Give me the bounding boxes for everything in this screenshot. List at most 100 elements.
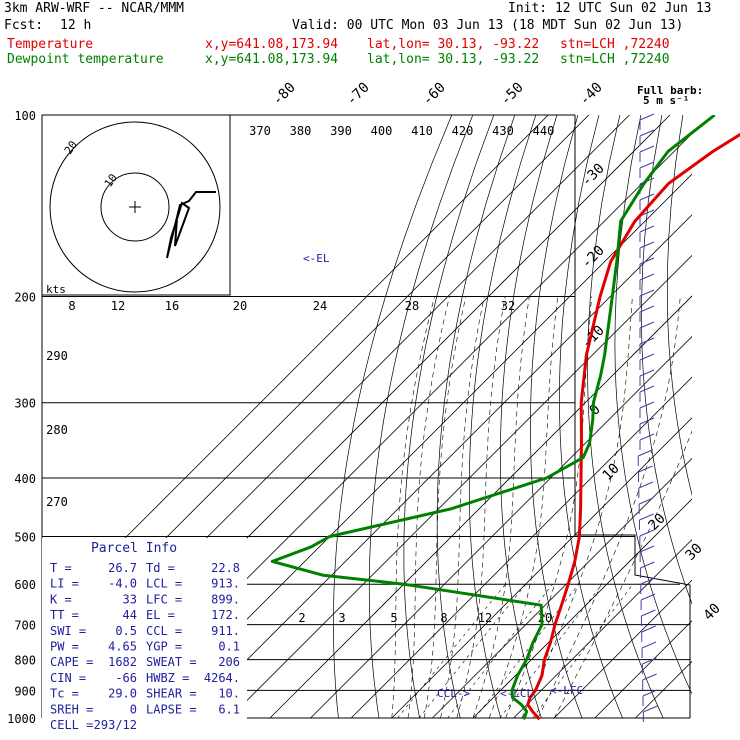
mixing-ratio-label: 2 [298,611,305,625]
wind-barb-flag [639,193,655,201]
wind-barb-flag [639,113,655,121]
wind-barb-flag [641,641,657,649]
wind-barb-flag [638,481,654,489]
profile-traces [270,115,740,721]
parcel-box-bg [42,538,247,728]
legend-temperature-station: stn=LCH ,72240 [560,37,670,52]
hodograph: 10 20 kts [46,121,221,296]
pressure-tick-label: 500 [14,530,36,544]
isotherm-label: -20 [579,243,608,272]
dewpoint-trace [270,115,716,720]
isotherm-label: 10 [600,461,623,484]
mixing-ratio-label: 12 [478,611,492,625]
wind-barb-flag [639,225,655,233]
lfc-marker: <-LFC [550,684,583,697]
parcel-label: CAPE = [50,655,93,669]
parcel-value: 911. [211,624,240,638]
wind-barb-flag [639,289,655,297]
parcel-label: SHEAR = [146,687,197,701]
wind-barb-flag [638,497,654,505]
right-frame-lower [575,534,691,718]
hodograph-ring-label: 20 [62,138,80,156]
isotherm-label: 30 [683,541,706,564]
dry-adiabat [692,115,740,718]
wind-barb-flag [638,449,653,457]
dry-adiabat [368,115,474,719]
isotherm-line [513,539,692,719]
isentrope-label: 280 [46,423,68,437]
wind-barb-flag [639,385,655,393]
lcl-marker: <-LCL [500,687,533,700]
pressure-tick-label: 600 [14,578,36,592]
mixing-ratio-line [397,584,506,719]
el-marker: <-EL [303,252,330,265]
hodograph-trace [166,191,216,259]
legend-dewpoint-xy: x,y=641.08,173.94 [205,52,339,67]
mixing-ratio-line [418,584,527,719]
wind-barb-flag [642,657,657,665]
isotherm-line [229,254,692,719]
parcel-label: Td = [146,561,175,575]
pressure-tick-label: 300 [14,397,36,411]
dry-adiabat [614,115,692,695]
pressure-tick-label: 400 [14,472,36,486]
parcel-label: K = [50,592,72,606]
temperature-trace [526,132,740,721]
barb-legend-title: Full barb: [637,84,703,97]
parcel-value: 293/12 [94,718,137,732]
isentrope-label: 370 [249,124,271,138]
moist-adiabat [488,296,559,719]
legend-dewpoint-latlon: lat,lon= 30.13, -93.22 [367,52,540,67]
isotherm-line [432,457,692,719]
isentrope-label: 270 [46,495,68,509]
parcel-value: 0 [130,702,137,716]
wind-barb-flag [640,561,655,569]
wind-barb-flag [639,273,655,281]
legend-dewpoint-station: stn=LCH ,72240 [560,52,670,67]
wind-barb-flag [639,353,655,361]
parcel-value: 22.8 [211,561,240,575]
init-time: Init: 12 UTC Sun 02 Jun 13 [508,1,712,16]
wind-barb-flag [638,465,653,473]
pressure-tick-label: 1000 [7,712,36,726]
parcel-label: HWBZ = [146,671,189,685]
hodograph-ring-inner [100,172,170,242]
dry-adiabat [717,115,740,718]
isotherm-line [350,376,692,719]
moist-adiabat [407,296,450,719]
isotherm-line [269,295,692,719]
parcel-label: YGP = [146,640,182,654]
dry-adiabat [530,115,583,719]
isotherm-line [147,173,692,719]
isotherm-label: -70 [344,80,373,109]
speed-label: 12 [111,299,125,313]
parcel-value: 206 [218,655,240,669]
wind-barb-flag [639,401,655,409]
mixing-ratio-label: 8 [440,611,447,625]
dry-adiabat [666,115,692,497]
isentrope-label: 400 [371,124,393,138]
wind-barb-flag [642,689,658,697]
ccl-marker: CCL-> [437,687,470,700]
wind-barb-flag [639,241,655,249]
isotherm-label: -30 [579,161,608,190]
wind-barb-flag [642,673,657,681]
parcel-value: 44 [123,608,137,622]
parcel-label: T = [50,561,72,575]
isotherm-label: -80 [270,80,299,109]
hodograph-ring-label: 10 [102,171,120,189]
pressure-tick-label: 700 [14,619,36,633]
parcel-value: 29.0 [108,687,137,701]
mixing-ratio-label: 5 [390,611,397,625]
parcel-label: SWI = [50,624,86,638]
isotherm-label: -50 [498,80,527,109]
pressure-tick-label: 100 [14,109,36,123]
valid-time: Valid: 00 UTC Mon 03 Jun 13 (18 MDT Sun … [292,18,684,33]
parcel-value: 172. [211,608,240,622]
dry-adiabat [468,115,537,719]
barb-legend-value: 5 m s⁻¹ [643,94,689,107]
wind-barb-flag [639,161,655,169]
isentrope-label: 430 [492,124,514,138]
